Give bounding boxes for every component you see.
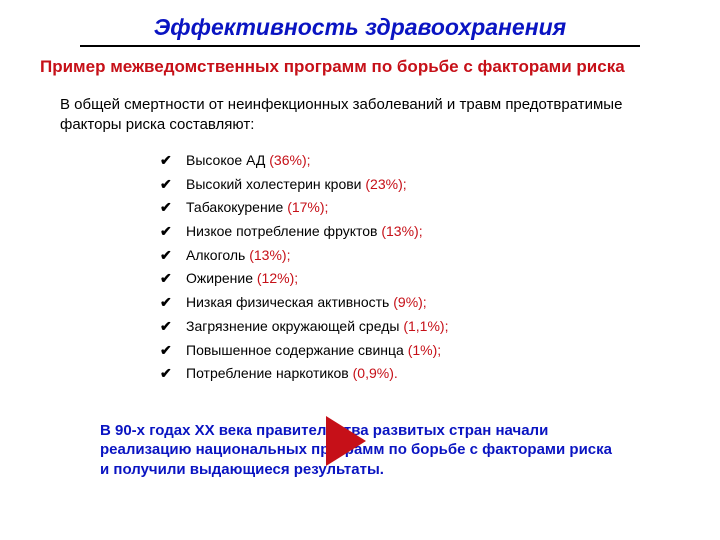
check-icon: ✔ — [160, 174, 172, 196]
list-item: ✔ Низкая физическая активность (9%); — [160, 292, 680, 314]
check-icon: ✔ — [160, 268, 172, 290]
check-icon: ✔ — [160, 197, 172, 219]
check-icon: ✔ — [160, 221, 172, 243]
item-label: Загрязнение окружающей среды — [186, 318, 399, 334]
item-pct: (17%); — [287, 199, 328, 215]
item-pct: (36%); — [269, 152, 310, 168]
list-item: ✔ Низкое потребление фруктов (13%); — [160, 221, 680, 243]
item-pct: (23%); — [365, 176, 406, 192]
check-icon: ✔ — [160, 316, 172, 338]
check-icon: ✔ — [160, 292, 172, 314]
item-pct: (13%); — [381, 223, 422, 239]
item-pct: (13%); — [249, 247, 290, 263]
list-item: ✔ Высокий холестерин крови (23%); — [160, 174, 680, 196]
item-label: Повышенное содержание свинца — [186, 342, 404, 358]
list-item: ✔ Ожирение (12%); — [160, 268, 680, 290]
check-icon: ✔ — [160, 363, 172, 385]
item-pct: (1%); — [408, 342, 441, 358]
title-underline — [80, 45, 640, 47]
item-pct: (0,9%). — [353, 365, 398, 381]
item-label: Табакокурение — [186, 199, 283, 215]
list-item: ✔ Табакокурение (17%); — [160, 197, 680, 219]
list-item: ✔ Повышенное содержание свинца (1%); — [160, 340, 680, 362]
list-item: ✔ Загрязнение окружающей среды (1,1%); — [160, 316, 680, 338]
item-label: Низкая физическая активность — [186, 294, 389, 310]
list-item: ✔ Алкоголь (13%); — [160, 245, 680, 267]
item-label: Высокое АД — [186, 152, 265, 168]
play-arrow-icon — [326, 416, 366, 466]
slide-title: Эффективность здравоохранения — [40, 14, 680, 41]
item-label: Потребление наркотиков — [186, 365, 349, 381]
check-icon: ✔ — [160, 150, 172, 172]
item-pct: (12%); — [257, 270, 298, 286]
item-label: Высокий холестерин крови — [186, 176, 362, 192]
slide: Эффективность здравоохранения Пример меж… — [0, 0, 720, 540]
item-label: Алкоголь — [186, 247, 245, 263]
list-item: ✔ Высокое АД (36%); — [160, 150, 680, 172]
intro-text: В общей смертности от неинфекционных заб… — [60, 95, 650, 134]
item-label: Низкое потребление фруктов — [186, 223, 377, 239]
slide-subtitle: Пример межведомственных программ по борь… — [40, 57, 680, 77]
check-icon: ✔ — [160, 340, 172, 362]
item-label: Ожирение — [186, 270, 253, 286]
check-icon: ✔ — [160, 245, 172, 267]
item-pct: (9%); — [393, 294, 426, 310]
list-item: ✔ Потребление наркотиков (0,9%). — [160, 363, 680, 385]
risk-factor-list: ✔ Высокое АД (36%); ✔ Высокий холестерин… — [160, 150, 680, 385]
item-pct: (1,1%); — [403, 318, 448, 334]
